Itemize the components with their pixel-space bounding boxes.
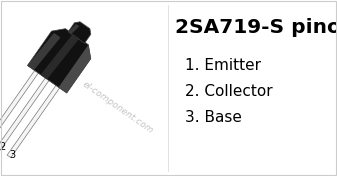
Text: el-component.com: el-component.com: [81, 80, 155, 136]
Text: 1. Emitter: 1. Emitter: [185, 58, 261, 73]
Text: 2SA719-S pinout: 2SA719-S pinout: [175, 18, 337, 37]
Polygon shape: [40, 34, 80, 79]
Text: 2: 2: [0, 142, 5, 152]
Polygon shape: [0, 75, 51, 150]
Text: 2. Collector: 2. Collector: [185, 84, 273, 99]
Polygon shape: [7, 82, 62, 158]
Polygon shape: [27, 33, 61, 70]
Polygon shape: [68, 24, 80, 34]
Polygon shape: [68, 22, 91, 43]
Text: 3. Base: 3. Base: [185, 110, 242, 125]
Polygon shape: [0, 67, 40, 143]
Polygon shape: [59, 45, 91, 93]
Text: 3: 3: [10, 150, 16, 160]
Polygon shape: [27, 29, 91, 93]
